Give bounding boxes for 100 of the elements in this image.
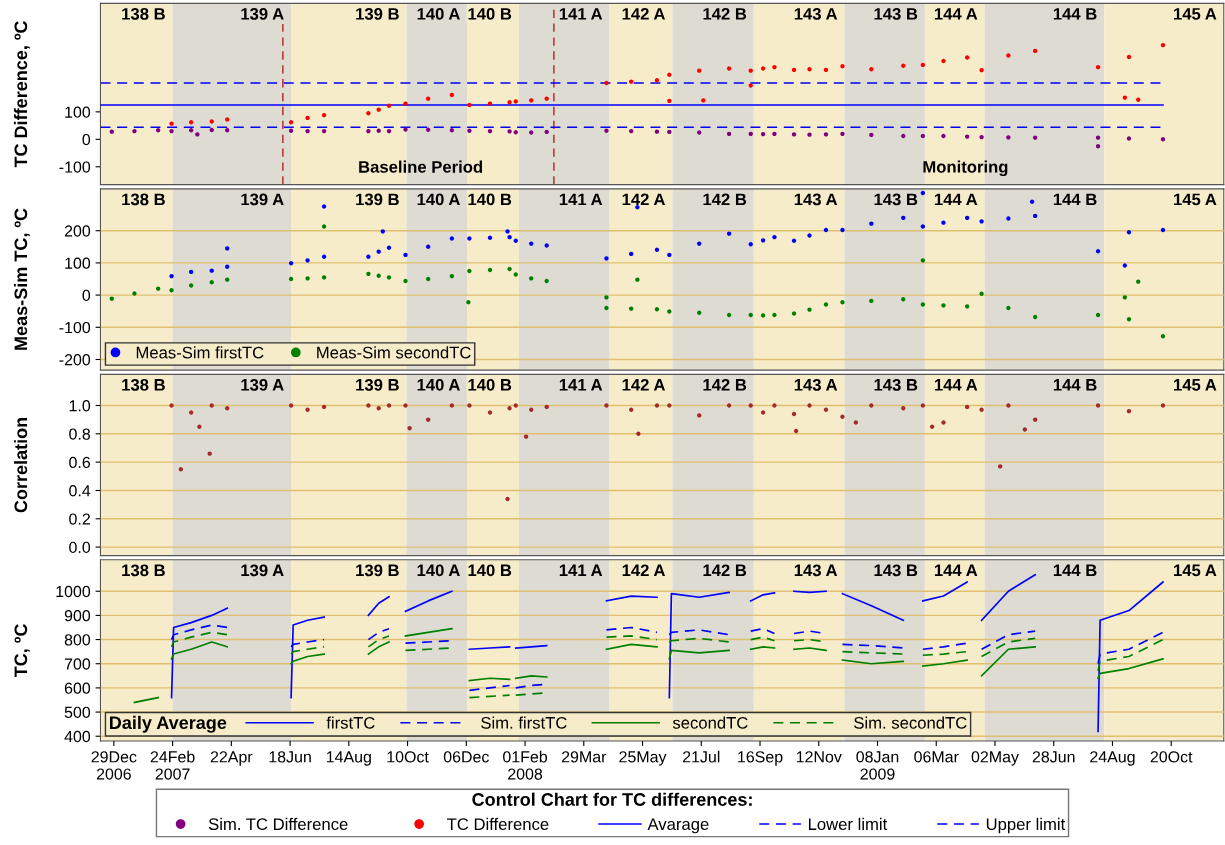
point	[544, 278, 549, 284]
x-tick-label: 21Jul	[682, 750, 720, 763]
point	[425, 127, 431, 132]
band-label: 141 A	[559, 379, 603, 391]
x-tick-label: 16Sep	[738, 751, 783, 766]
point	[941, 58, 946, 64]
band-label: 138 B	[122, 564, 165, 577]
point	[195, 132, 200, 137]
band-label: 143 A	[794, 7, 838, 20]
point	[188, 283, 194, 288]
point	[467, 102, 472, 108]
point	[544, 243, 549, 248]
point	[449, 403, 455, 408]
point	[288, 261, 294, 266]
point	[772, 234, 777, 240]
point	[979, 291, 984, 297]
point	[1006, 135, 1011, 140]
point	[629, 407, 634, 412]
point	[207, 451, 212, 456]
band-label: 145 A	[1174, 8, 1217, 20]
point	[1095, 312, 1101, 318]
point	[964, 404, 970, 410]
point	[772, 312, 777, 318]
x-tick-label: 24Aug	[1090, 751, 1135, 766]
point	[979, 407, 984, 412]
point	[997, 464, 1003, 469]
point	[321, 224, 327, 229]
point	[979, 134, 984, 140]
point	[920, 403, 926, 408]
band-label: 145 A	[1174, 564, 1217, 577]
point	[604, 80, 609, 86]
point	[366, 111, 371, 116]
y-axis-title: TC Difference, ºC	[13, 20, 30, 168]
band-label: 143 B	[874, 7, 918, 20]
point	[1032, 135, 1038, 140]
point	[1160, 137, 1166, 142]
band-label: 140 B	[468, 564, 512, 577]
point	[321, 204, 327, 209]
point	[1095, 143, 1101, 149]
band-label: 141 A	[559, 193, 603, 206]
point	[604, 128, 609, 133]
point	[305, 115, 310, 121]
band-label: 142 A	[622, 7, 666, 20]
point	[188, 120, 194, 125]
point	[505, 496, 510, 502]
point	[807, 67, 812, 72]
point	[487, 235, 493, 240]
point	[1160, 334, 1166, 339]
point	[697, 413, 702, 418]
point	[169, 121, 174, 126]
x-tick-label: 14Aug	[326, 751, 371, 766]
point	[523, 434, 529, 439]
point	[941, 220, 946, 225]
point	[760, 410, 766, 415]
point	[929, 424, 935, 429]
point	[869, 221, 874, 226]
point	[376, 128, 381, 133]
point	[726, 312, 732, 318]
band-label: 144 A	[934, 564, 978, 577]
point	[225, 246, 230, 251]
point	[407, 425, 412, 431]
point	[920, 190, 926, 196]
point	[1126, 136, 1132, 141]
point	[529, 241, 534, 246]
point	[449, 92, 455, 98]
legend-label: Meas-Sim secondTC	[317, 346, 471, 359]
point	[823, 67, 829, 73]
point	[321, 404, 327, 410]
point	[901, 215, 906, 221]
point	[225, 277, 230, 282]
point	[901, 63, 906, 68]
point	[920, 258, 926, 263]
point	[654, 78, 660, 83]
point	[807, 307, 812, 312]
band-label: 138 B	[122, 193, 165, 206]
point	[209, 127, 214, 133]
band-label: 139 A	[241, 378, 284, 391]
x-tick-label: 29Dec 2006	[91, 751, 137, 780]
point	[667, 403, 672, 408]
x-tick-label: 08Jan 2009	[856, 751, 899, 780]
band-label: 142 B	[703, 564, 747, 577]
point	[487, 128, 493, 134]
point	[667, 309, 672, 314]
x-tick-label: 18Jun	[269, 751, 311, 763]
point	[1122, 295, 1128, 300]
point	[403, 127, 408, 132]
point	[726, 131, 732, 137]
point	[225, 264, 230, 269]
band-label: 140 A	[417, 564, 460, 577]
point	[901, 133, 906, 139]
point	[791, 411, 797, 417]
point	[376, 249, 381, 254]
legend-title: Daily Average	[109, 715, 227, 733]
y-tick-label: 100	[65, 106, 91, 118]
point	[178, 467, 184, 472]
point	[840, 414, 845, 420]
point	[305, 276, 310, 281]
x-tick-label: 24Feb 2007	[150, 750, 195, 780]
point	[1160, 42, 1166, 48]
band-label: 144 B	[1053, 8, 1097, 20]
